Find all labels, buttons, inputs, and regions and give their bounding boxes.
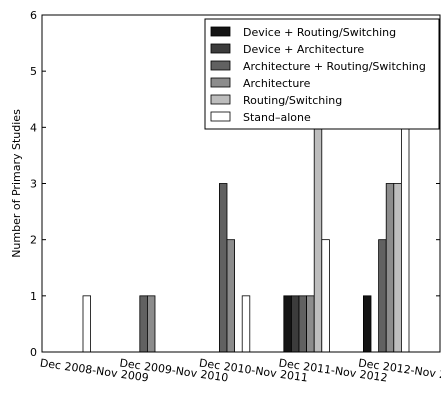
y-tick-label: 6 xyxy=(30,9,37,22)
bar-6-3 xyxy=(241,295,251,353)
bars-group xyxy=(82,126,410,353)
bar-6-4 xyxy=(321,239,330,353)
legend-swatch xyxy=(210,43,231,54)
bar-4-2 xyxy=(146,295,156,353)
legend-label: Routing/Switching xyxy=(243,94,342,107)
bar-3-4 xyxy=(298,295,307,353)
legend-label: Architecture + Routing/Switching xyxy=(243,60,426,73)
y-tick-label: 1 xyxy=(30,290,37,303)
legend-label: Architecture xyxy=(243,77,311,90)
legend-swatch xyxy=(210,26,231,37)
y-tick-label: 0 xyxy=(30,346,37,359)
bar-1-5 xyxy=(362,295,372,353)
y-tick-label: 3 xyxy=(30,178,37,191)
y-tick-label: 2 xyxy=(30,234,37,247)
y-axis-label: Number of Primary Studies xyxy=(10,109,23,258)
bar-6-1 xyxy=(82,295,91,353)
bar-2-4 xyxy=(290,295,300,353)
legend-label: Stand–alone xyxy=(243,111,311,124)
legend-label: Device + Routing/Switching xyxy=(243,26,396,39)
legend-swatch xyxy=(210,77,231,88)
bar-4-3 xyxy=(226,239,235,353)
bar-4-5 xyxy=(385,183,395,353)
bar-5-4 xyxy=(313,126,323,353)
bar-1-4 xyxy=(283,295,292,353)
legend: Device + Routing/Switching Device + Archi… xyxy=(204,18,440,130)
bar-6-5 xyxy=(400,126,410,353)
legend-swatch xyxy=(210,111,231,122)
bar-3-2 xyxy=(139,295,148,353)
bar-3-5 xyxy=(378,239,387,353)
bar-3-3 xyxy=(218,183,228,353)
legend-box xyxy=(204,18,440,130)
bar-5-5 xyxy=(393,183,402,353)
y-tick-label: 4 xyxy=(30,121,37,134)
legend-label: Device + Architecture xyxy=(243,43,364,56)
y-tick-label: 5 xyxy=(30,65,37,78)
legend-swatch xyxy=(210,94,231,105)
legend-swatch xyxy=(210,60,231,71)
bar-4-4 xyxy=(306,295,315,353)
